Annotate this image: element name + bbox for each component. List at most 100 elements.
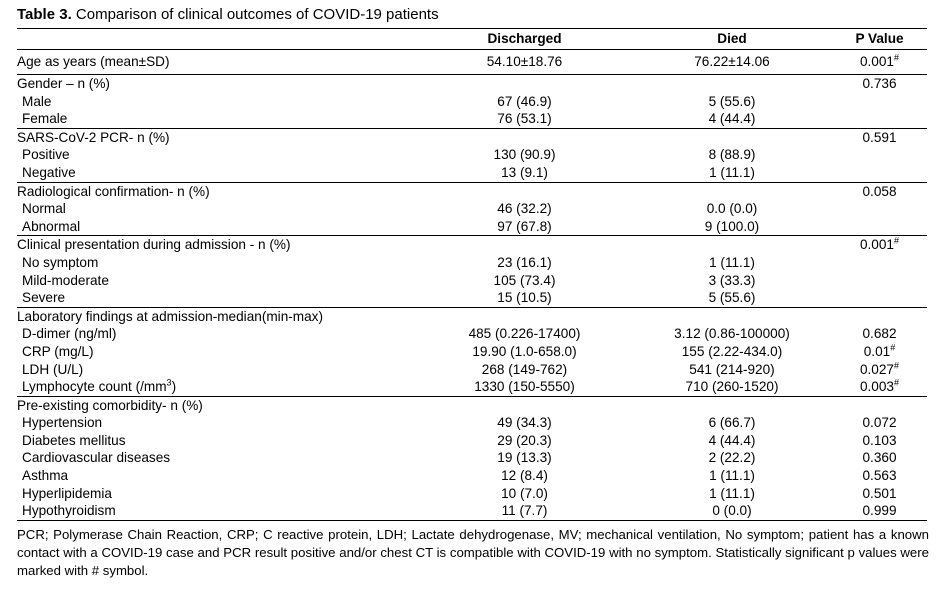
table-caption: Table 3. Comparison of clinical outcomes… — [17, 4, 927, 26]
age-label: Age as years (mean±SD) — [17, 54, 170, 70]
significance-mark: # — [894, 235, 900, 246]
table-row: Mild-moderate 105 (73.4) 3 (33.3) — [17, 272, 927, 290]
clinical-label: Clinical presentation during admission -… — [17, 237, 291, 253]
row-discharged: 12 (8.4) — [501, 468, 548, 484]
row-died: 8 (88.9) — [708, 147, 756, 163]
row-p: 0.027# — [859, 359, 900, 377]
gender-p: 0.736 — [862, 76, 897, 91]
lab-header-row: Laboratory findings at admission-median(… — [17, 307, 927, 325]
row-p: 0.501 — [862, 485, 897, 501]
table-row: Severe 15 (10.5) 5 (55.6) — [17, 289, 927, 308]
header-discharged: Discharged — [487, 31, 562, 47]
row-discharged: 67 (46.9) — [497, 93, 552, 109]
table-row: D-dimer (ng/ml) 485 (0.226-17400) 3.12 (… — [17, 325, 927, 343]
table-row: CRP (mg/L) 19.90 (1.0-658.0) 155 (2.22-4… — [17, 343, 927, 361]
row-died: 1 (11.1) — [709, 468, 755, 484]
significance-mark: # — [890, 342, 896, 353]
table-row: Diabetes mellitus 29 (20.3) 4 (44.4) 0.1… — [17, 432, 927, 450]
row-label: Abnormal — [22, 218, 81, 234]
table-row: Asthma 12 (8.4) 1 (11.1) 0.563 — [17, 467, 927, 485]
row-died: 155 (2.22-434.0) — [681, 343, 783, 359]
row-died: 4 (44.4) — [708, 432, 756, 448]
age-died: 76.22±14.06 — [694, 54, 770, 70]
header-p-value: P Value — [855, 31, 904, 47]
table-row: Male 67 (46.9) 5 (55.6) — [17, 93, 927, 111]
row-label: Positive — [22, 147, 70, 163]
row-p: 0.003# — [859, 377, 900, 395]
table-row: Normal 46 (32.2) 0.0 (0.0) — [17, 200, 927, 218]
row-died: 1 (11.1) — [709, 164, 755, 180]
row-p: 0.360 — [862, 450, 897, 466]
gender-label: Gender – n (%) — [17, 76, 110, 91]
row-label: Hyperlipidemia — [22, 485, 112, 501]
clinical-p: 0.001# — [859, 235, 900, 253]
row-discharged: 105 (73.4) — [493, 272, 556, 288]
row-label: Lymphocyte count (/mm3) — [22, 377, 177, 395]
significance-mark: # — [894, 359, 900, 370]
row-died: 5 (55.6) — [708, 290, 756, 306]
row-died: 541 (214-920) — [689, 361, 775, 377]
row-p: 0.01# — [863, 342, 896, 359]
row-discharged: 76 (53.1) — [497, 111, 552, 127]
row-discharged: 10 (7.0) — [501, 485, 548, 501]
table-number: Table 3. — [17, 6, 72, 23]
table-row: Lymphocyte count (/mm3) 1330 (150-5550) … — [17, 377, 927, 397]
row-died: 1 (11.1) — [709, 485, 755, 501]
row-p: 0.999 — [862, 503, 897, 519]
row-label: Mild-moderate — [22, 272, 109, 288]
row-died: 4 (44.4) — [708, 111, 756, 127]
header-died: Died — [717, 31, 747, 47]
pcr-p: 0.591 — [862, 129, 897, 145]
lab-label: Laboratory findings at admission-median(… — [17, 308, 323, 324]
row-label: Cardiovascular diseases — [22, 450, 171, 466]
row-label: Asthma — [22, 468, 69, 484]
radiological-p: 0.058 — [862, 183, 897, 199]
significance-mark: # — [894, 52, 900, 63]
table-row: Negative 13 (9.1) 1 (11.1) — [17, 164, 927, 183]
row-discharged: 485 (0.226-17400) — [468, 326, 581, 342]
row-discharged: 97 (67.8) — [497, 218, 552, 234]
row-discharged: 268 (149-762) — [481, 361, 568, 377]
row-died: 1 (11.1) — [709, 254, 755, 270]
table-row: Cardiovascular diseases 19 (13.3) 2 (22.… — [17, 449, 927, 467]
row-died: 5 (55.6) — [708, 93, 756, 109]
comorbidity-header-row: Pre-existing comorbidity- n (%) — [17, 396, 927, 414]
row-discharged: 23 (16.1) — [497, 254, 552, 270]
row-discharged: 19 (13.3) — [497, 450, 552, 466]
row-died: 6 (66.7) — [708, 415, 756, 431]
row-died: 3.12 (0.86-100000) — [674, 326, 790, 342]
age-discharged: 54.10±18.76 — [486, 54, 563, 70]
row-label: Female — [22, 111, 68, 127]
row-discharged: 11 (7.7) — [501, 503, 548, 519]
row-p: 0.682 — [862, 326, 897, 342]
superscript-three: 3 — [166, 377, 172, 388]
row-label: D-dimer (ng/ml) — [22, 326, 117, 342]
table-row: Hyperlipidemia 10 (7.0) 1 (11.1) 0.501 — [17, 485, 927, 503]
row-discharged: 130 (90.9) — [493, 147, 556, 163]
table-row: Hypothyroidism 11 (7.7) 0 (0.0) 0.999 — [17, 502, 927, 521]
header-row: Discharged Died P Value — [17, 28, 927, 50]
row-label: Diabetes mellitus — [22, 432, 126, 448]
table-row: Abnormal 97 (67.8) 9 (100.0) — [17, 218, 927, 236]
row-p: 0.072 — [862, 415, 897, 431]
row-discharged: 13 (9.1) — [501, 164, 548, 180]
row-died: 0 (0.0) — [712, 503, 752, 519]
table-title: Comparison of clinical outcomes of COVID… — [75, 6, 439, 23]
row-died: 3 (33.3) — [708, 272, 756, 288]
row-label: Male — [22, 93, 52, 109]
table-row: Female 76 (53.1) 4 (44.4) — [17, 110, 927, 129]
row-label: Hypothyroidism — [22, 503, 116, 519]
gender-header-row: Gender – n (%) 0.736 — [17, 75, 927, 93]
row-died: 2 (22.2) — [708, 450, 756, 466]
table-row: Hypertension 49 (34.3) 6 (66.7) 0.072 — [17, 414, 927, 432]
outcomes-table: Discharged Died P Value Age as years (me… — [17, 28, 927, 521]
row-label: Hypertension — [22, 415, 103, 431]
row-label: CRP (mg/L) — [22, 343, 94, 359]
table-row: No symptom 23 (16.1) 1 (11.1) — [17, 254, 927, 272]
table-row: Positive 130 (90.9) 8 (88.9) — [17, 146, 927, 164]
row-discharged: 19.90 (1.0-658.0) — [472, 343, 577, 359]
table-row: LDH (U/L) 268 (149-762) 541 (214-920) 0.… — [17, 359, 927, 379]
age-p: 0.001# — [859, 52, 900, 70]
header-blank — [17, 29, 417, 50]
row-discharged: 29 (20.3) — [497, 432, 552, 448]
